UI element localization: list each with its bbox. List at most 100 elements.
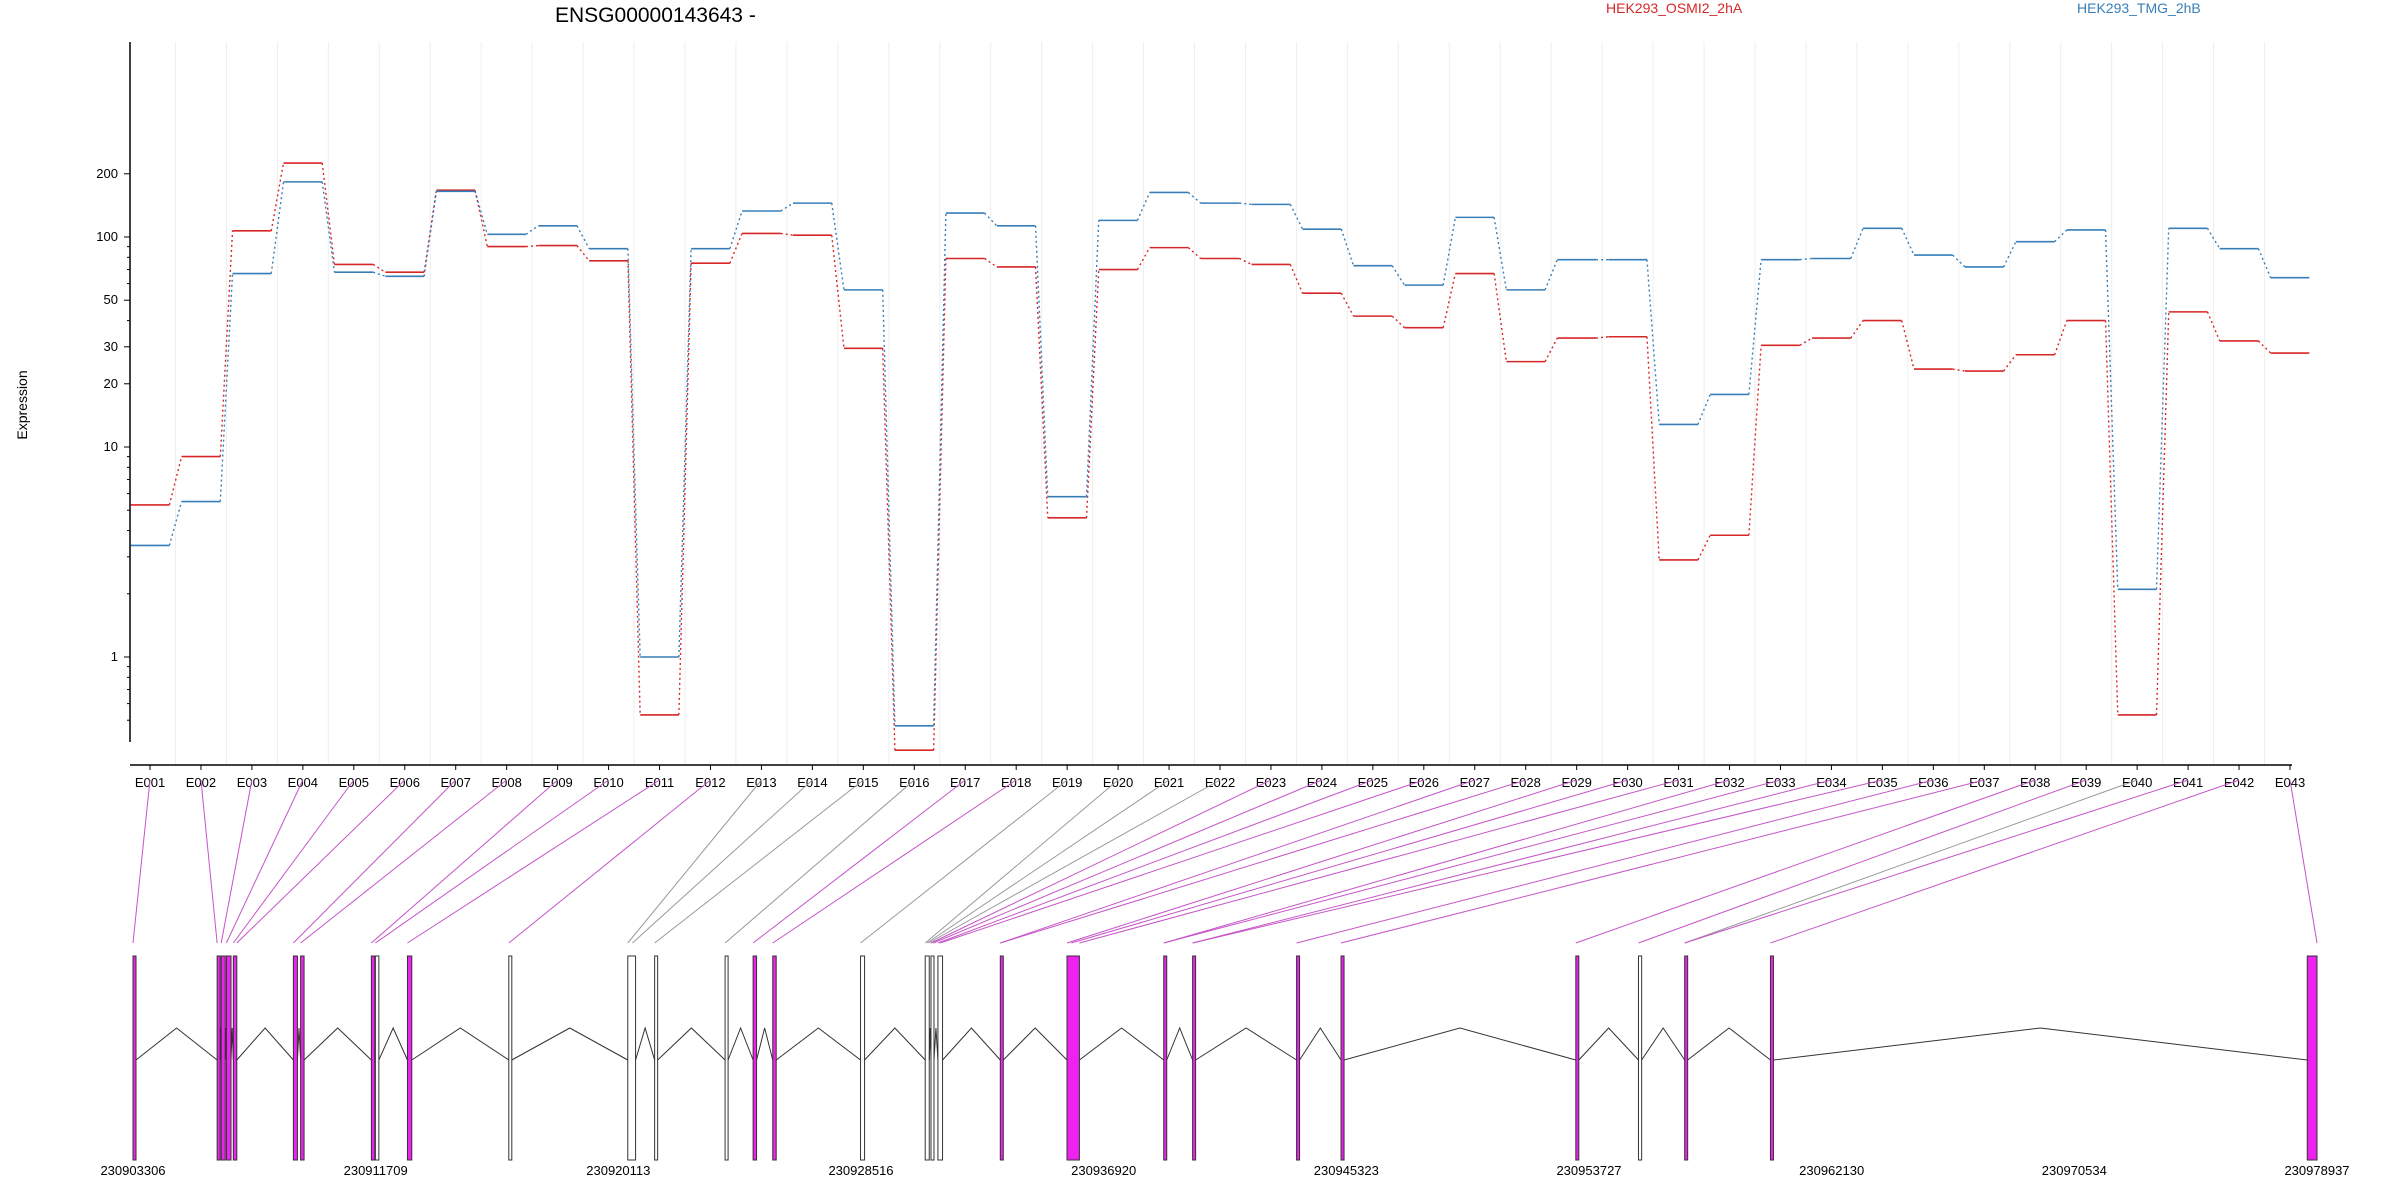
series-transition [423,191,438,277]
series-lines [130,162,2310,751]
series-transition [1493,217,1508,290]
exon-box-E013 [654,955,659,1161]
exon-box-E010 [406,955,413,1161]
exon-box-E028 [1637,955,1643,1161]
x-tick-label: E031 [1663,775,1693,790]
series-HEK293_OSMI2_2hA [130,162,2310,751]
series-transition [2257,248,2272,278]
series-transition [1646,336,1660,560]
series-transition [1799,257,1813,261]
series-transition [1748,345,1762,536]
y-tick-label: 1 [111,649,118,664]
x-tick-label: E038 [2020,775,2050,790]
exon-connector [860,779,1068,944]
exon-box-E017 [860,955,866,1161]
x-tick-label: E007 [441,775,471,790]
y-tick-label: 50 [104,292,118,307]
series-transition [2104,320,2119,715]
vertical-gridlines [174,42,2266,765]
exon-connector [375,779,609,944]
series-transition [1697,394,1711,425]
intron-line [1166,1026,1194,1061]
series-transition [576,245,590,262]
exon-connector [752,779,966,944]
series-transition [321,181,336,273]
series-transition [1136,192,1151,221]
x-tick-label: E012 [695,775,725,790]
exon-connector [232,779,355,944]
x-tick-label: E034 [1816,775,1846,790]
series-transition [1034,266,1049,518]
plot-axes: 110203050100200E001E002E003E004E005E006E… [96,42,2305,790]
intron-line [1079,1027,1165,1061]
exon-box-E025 [1296,955,1301,1161]
exon-box-E014 [724,955,729,1161]
exon-connector [930,779,1272,944]
y-tick-label: 20 [104,376,118,391]
x-tick-label: E005 [339,775,369,790]
series-transition [1544,259,1558,291]
x-tick-label: E016 [899,775,929,790]
exon-connector [933,779,1323,944]
exon-box-E030 [1769,955,1774,1161]
x-tick-label: E006 [390,775,420,790]
x-tick-label: E025 [1358,775,1388,790]
exon-connector [371,779,558,944]
y-axis-label: Expression [14,370,30,439]
intron-line [411,1027,510,1061]
intron-line [378,1026,408,1061]
series-transition [1239,257,1252,266]
x-tick-label: E014 [797,775,827,790]
exon-connector [300,779,507,944]
series-HEK293_TMG_2hB [130,181,2310,727]
exon-box-E009 [374,955,380,1161]
intron-line [1002,1027,1068,1061]
genomic-coordinate-label: 230928516 [828,1163,893,1178]
intron-line [135,1027,218,1061]
exon-connector [508,779,711,944]
exon-connectors [132,779,2318,944]
x-tick-label: E032 [1714,775,1744,790]
exon-box-E031 [2306,955,2318,1161]
x-tick-label: E013 [746,775,776,790]
exon-box-E011 [508,955,513,1161]
series-transition [168,456,183,506]
intron-line [1299,1027,1342,1061]
x-tick-label: E037 [1969,775,1999,790]
exon-box-E026 [1340,955,1345,1161]
genomic-coordinate-label: 230978937 [2284,1163,2349,1178]
x-tick-label: E027 [1460,775,1490,790]
series-transition [2155,228,2170,590]
x-tick-label: E022 [1205,775,1235,790]
intron-line [933,1027,939,1061]
legend-entry-osmi2: HEK293_OSMI2_2hA [1606,0,1743,16]
exon-box-E004 [225,955,232,1161]
x-tick-label: E026 [1409,775,1439,790]
y-tick-label: 10 [104,439,118,454]
intron-line [303,1027,372,1061]
genomic-coordinate-label: 230962130 [1799,1163,1864,1178]
x-tick-label: E010 [593,775,623,790]
exon-box-E024 [1192,955,1197,1161]
series-transition [1340,228,1355,266]
series-transition [1136,247,1151,270]
x-tick-label: E020 [1103,775,1133,790]
series-transition [1595,336,1609,339]
series-transition [1085,269,1100,518]
genomic-coordinate-label: 230953727 [1556,1163,1621,1178]
exon-box-E021 [999,955,1004,1161]
series-transition [1289,264,1304,294]
x-tick-label: E036 [1918,775,1948,790]
series-transition [678,248,692,658]
exon-box-E007 [300,955,305,1161]
x-tick-label: E042 [2224,775,2254,790]
exon-connector [1340,779,1985,944]
series-transition [627,248,641,658]
chart-title: ENSG00000143643 - [555,4,756,27]
exon-box-E005 [232,955,238,1161]
series-transition [270,181,285,274]
exon-connector [1163,779,1730,944]
exon-connector [1163,779,1781,944]
series-transition [627,260,641,715]
x-tick-label: E021 [1154,775,1184,790]
